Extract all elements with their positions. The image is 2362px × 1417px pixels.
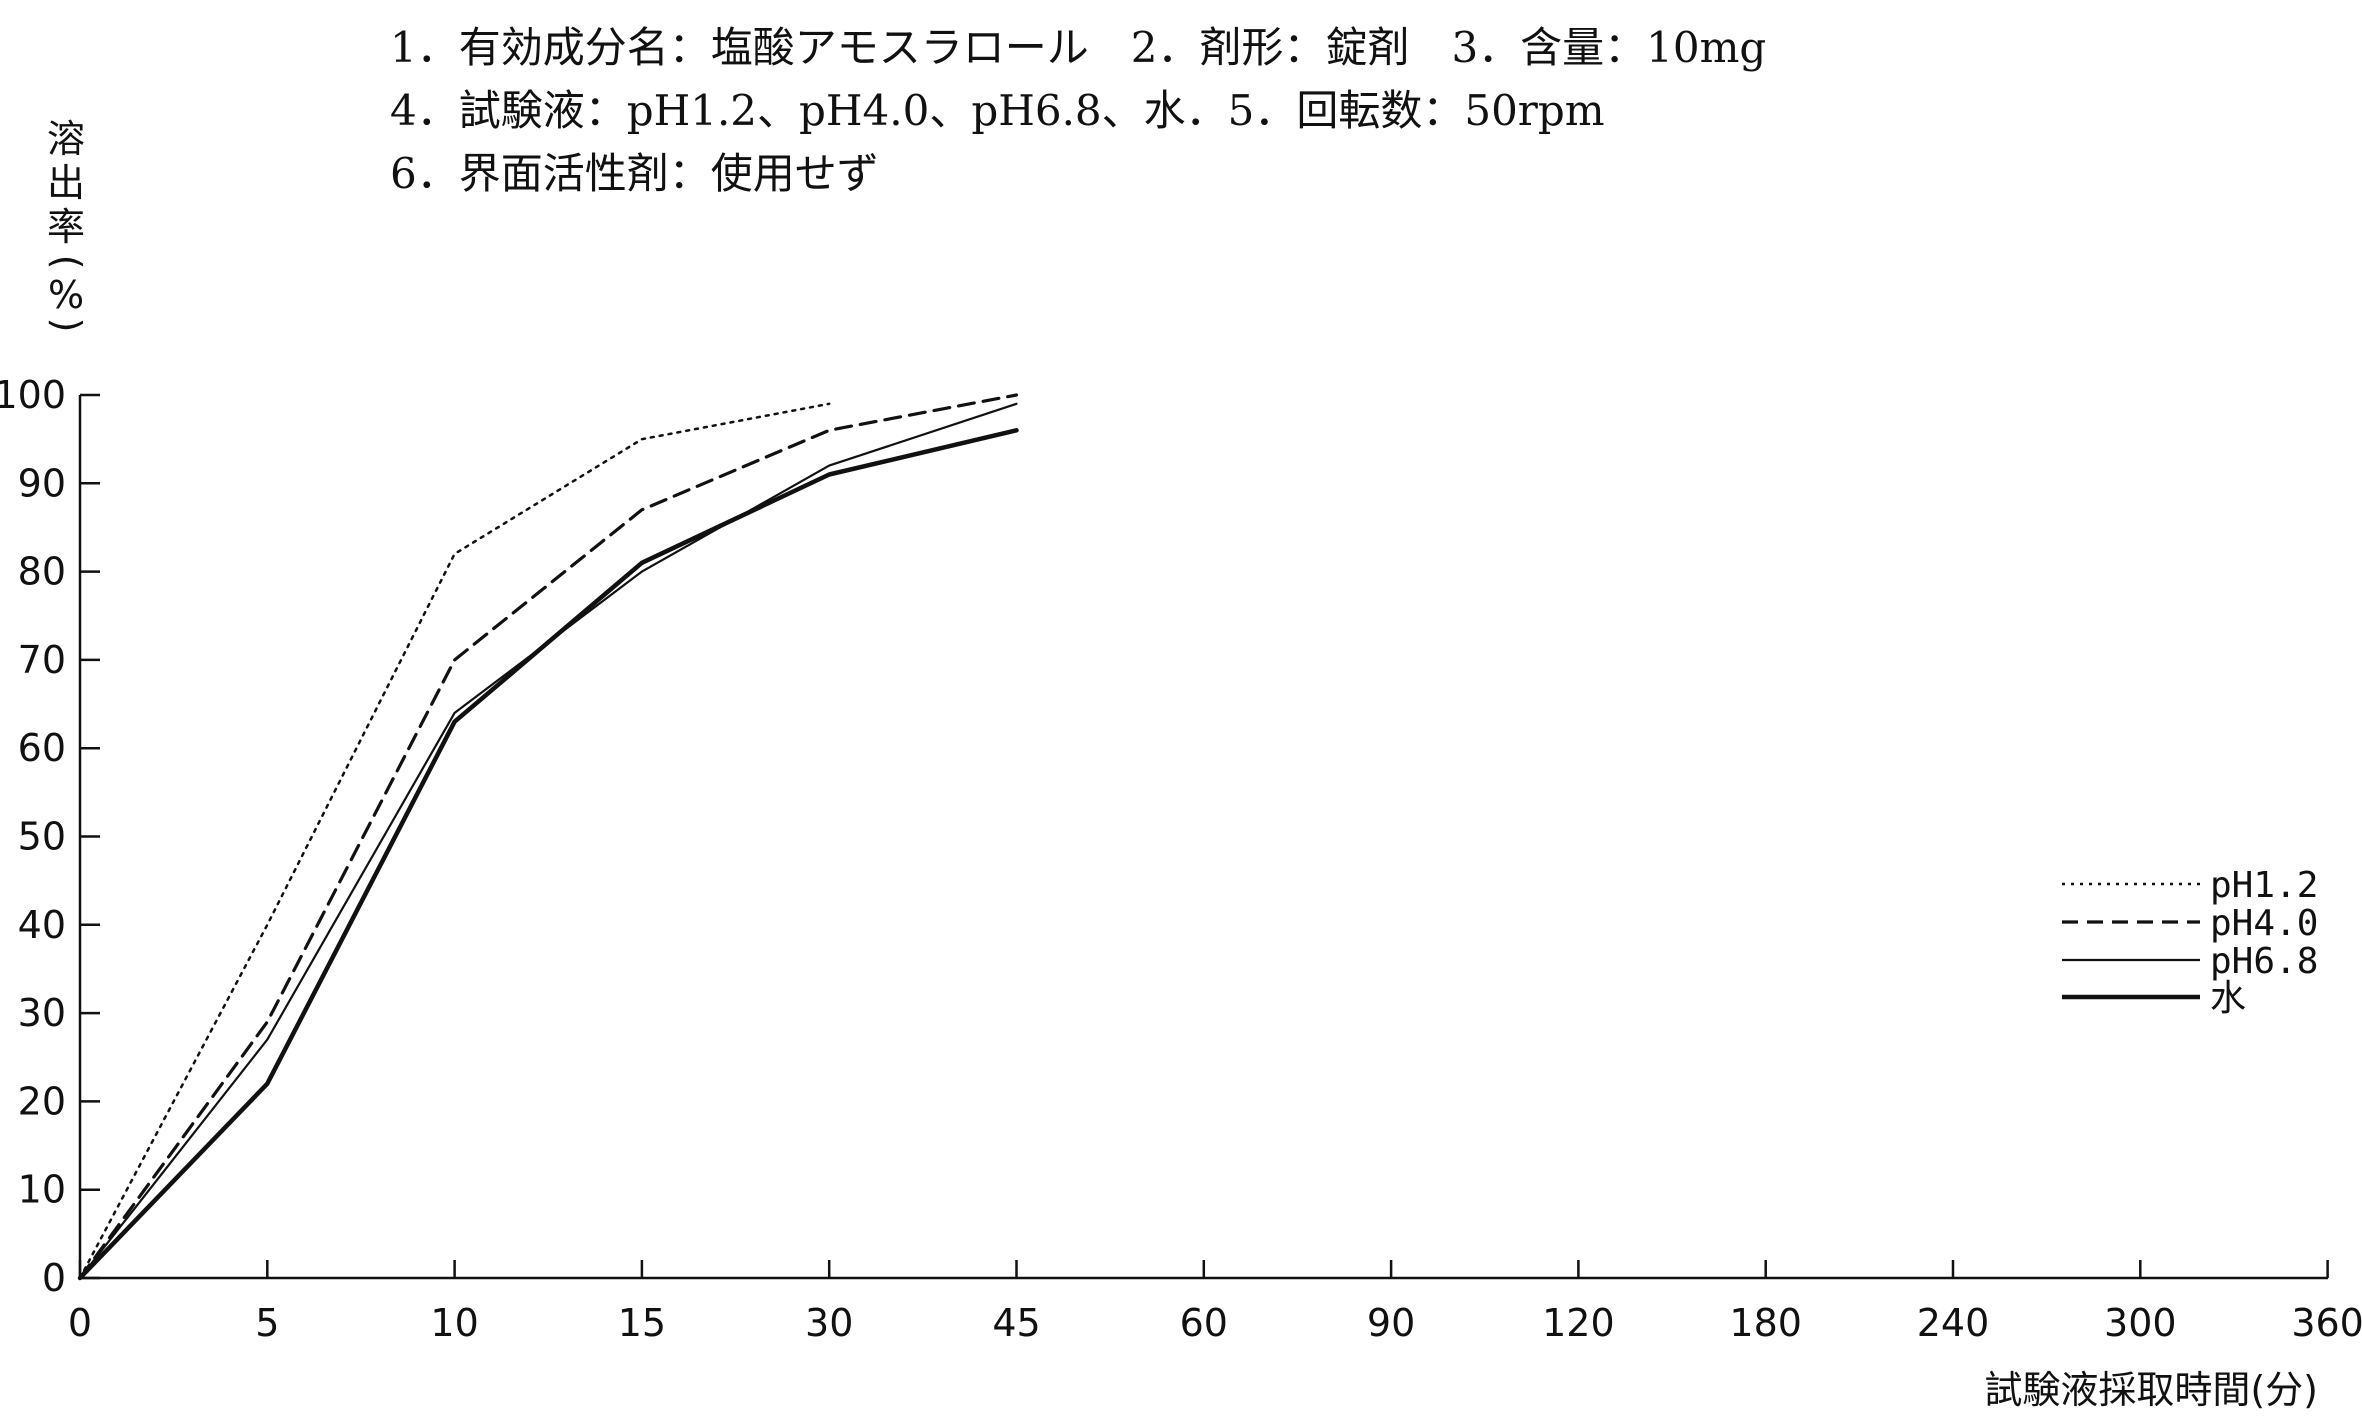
x-tick-label: 90 <box>1367 1301 1415 1345</box>
header-line-1: 1．有効成分名：塩酸アモスラロール 2．剤形：錠剤 3．含量：10mg <box>390 23 1766 72</box>
legend-label: pH4.0 <box>2210 903 2318 944</box>
y-axis-title: 溶出率 (%) <box>45 117 89 332</box>
x-tick-label: 360 <box>2291 1301 2362 1345</box>
x-tick-label: 60 <box>1180 1301 1228 1345</box>
x-tick-label: 15 <box>618 1301 666 1345</box>
series-line-2 <box>78 402 1018 1280</box>
axes <box>78 395 2328 1280</box>
y-axis-title-char: 率 <box>47 205 85 249</box>
x-tick-label: 300 <box>2104 1301 2177 1345</box>
y-tick-label: 70 <box>18 638 66 682</box>
y-axis-ticks: 0 10 20 30 40 50 60 70 80 90 100 <box>0 373 100 1300</box>
y-tick-label: 60 <box>18 726 66 770</box>
x-tick-label: 120 <box>1542 1301 1615 1345</box>
x-tick-label: 180 <box>1729 1301 1802 1345</box>
y-tick-label: 100 <box>0 373 66 417</box>
y-axis-title-char: 溶 <box>47 117 85 161</box>
series-line-0 <box>78 402 831 1280</box>
x-tick-label: 5 <box>255 1301 279 1345</box>
x-tick-label: 240 <box>1917 1301 1990 1345</box>
series-line-3 <box>77 428 1019 1281</box>
x-tick-label: 30 <box>805 1301 853 1345</box>
y-tick-label: 90 <box>18 461 66 505</box>
x-axis-title: 試験液採取時間(分) <box>1984 1368 2318 1412</box>
legend-label: pH6.8 <box>2210 941 2318 982</box>
x-tick-label: 45 <box>992 1301 1040 1345</box>
y-tick-label: 30 <box>18 991 66 1035</box>
y-tick-label: 10 <box>18 1168 66 1212</box>
legend-label: 水 <box>2210 978 2246 1019</box>
y-tick-label: 40 <box>18 903 66 947</box>
legend-label: pH1.2 <box>2210 865 2318 906</box>
header-line-2: 4．試験液：pH1.2、pH4.0、pH6.8、水．5．回転数：50rpm <box>390 86 1605 135</box>
y-axis-title-char: 出 <box>47 161 85 205</box>
y-tick-label: 50 <box>18 815 66 859</box>
x-tick-label: 10 <box>430 1301 478 1345</box>
y-axis-title-char: ( <box>45 255 89 270</box>
header-line-3: 6．界面活性剤：使用せず <box>390 149 879 198</box>
y-tick-label: 80 <box>18 550 66 594</box>
chart-header: 1．有効成分名：塩酸アモスラロール 2．剤形：錠剤 3．含量：10mg 4．試験… <box>390 23 1766 198</box>
y-tick-label: 20 <box>18 1079 66 1123</box>
y-axis-title-char: % <box>48 273 84 317</box>
y-tick-label: 0 <box>42 1256 66 1300</box>
series-line-1 <box>78 393 1019 1280</box>
x-tick-label: 0 <box>68 1301 92 1345</box>
data-series <box>77 393 1019 1281</box>
x-axis-ticks: 0 5 10 15 30 45 60 90 120 180 240 300 360 <box>68 1260 2362 1345</box>
y-axis-title-char: ) <box>45 318 89 333</box>
